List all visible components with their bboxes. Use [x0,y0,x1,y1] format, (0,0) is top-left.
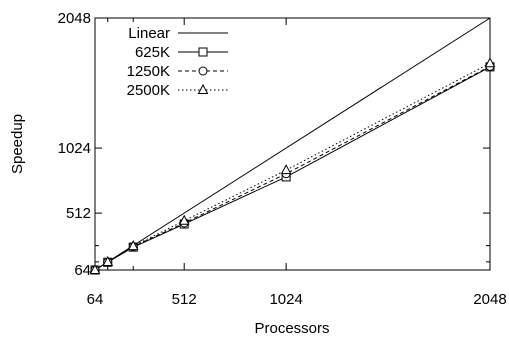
legend-marker-3 [197,83,209,94]
series-line-2 [94,65,491,271]
x-tick-label-1: 512 [172,291,197,308]
axis-tick-labels: 64 512 1024 2048 64 512 1024 2048 [58,10,507,308]
series-0 [94,17,491,271]
y-tick-label-2: 1024 [58,140,91,157]
legend-label-3: 2500K [127,82,170,99]
series-line-0 [94,17,491,271]
series-layer [89,17,496,275]
y-axis-label: Speedup [9,114,26,174]
x-tick-label-2: 1024 [269,291,302,308]
x-axis-label: Processors [254,320,329,337]
series-3-point-2 [127,240,139,251]
legend: Linear 625K 1250K 2500K [127,25,228,99]
series-3-point-4 [280,164,292,175]
plot-frame [94,17,491,271]
series-3-point-1 [102,255,114,266]
series-3-point-5 [484,57,496,68]
legend-marker-2 [198,66,208,76]
series-3 [89,57,496,274]
series-3-point-0 [89,263,101,274]
y-tick-label-1: 512 [66,205,91,222]
legend-label-1: 625K [135,44,170,61]
legend-label-2: 1250K [127,63,170,80]
legend-label-0: Linear [128,25,170,42]
x-tick-label-0: 64 [87,291,104,308]
x-tick-label-3: 2048 [473,291,506,308]
legend-marker-1 [198,47,208,57]
y-tick-label-0: 64 [74,262,91,279]
y-tick-label-3: 2048 [58,10,91,27]
series-3-point-3 [178,214,190,225]
